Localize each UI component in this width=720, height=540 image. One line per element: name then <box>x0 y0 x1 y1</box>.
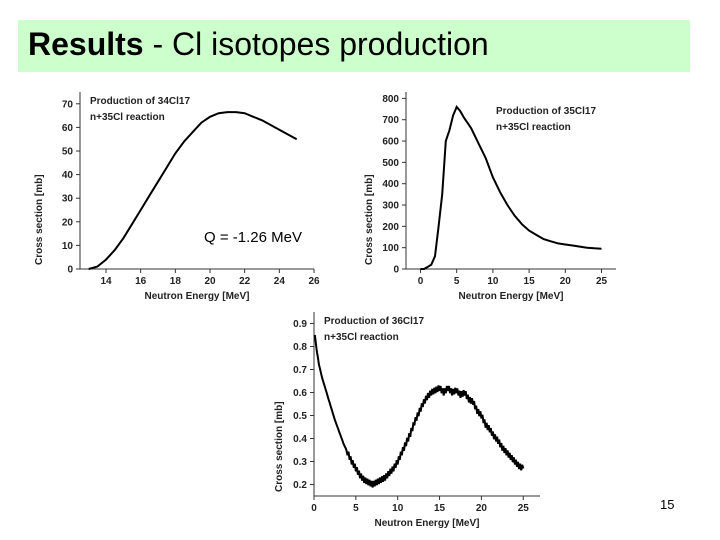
y-tick-label: 800 <box>382 94 399 105</box>
series-line <box>313 334 525 488</box>
page-number: 15 <box>660 497 675 512</box>
x-tick-label: 22 <box>239 276 251 287</box>
slide-title: Results - Cl isotopes production <box>28 26 489 63</box>
x-tick-label: 0 <box>418 276 424 287</box>
x-tick-label: 18 <box>170 276 182 287</box>
y-tick-label: 0.2 <box>293 480 307 491</box>
x-tick-label: 26 <box>308 276 320 287</box>
y-tick-label: 0.6 <box>293 388 307 399</box>
title-background <box>18 20 690 72</box>
legend-line-2: n+35Cl reaction <box>324 332 399 343</box>
x-tick-label: 14 <box>100 276 112 287</box>
x-tick-label: 20 <box>560 276 572 287</box>
x-tick-label: 5 <box>454 276 460 287</box>
y-tick-label: 0.9 <box>293 319 307 330</box>
y-axis-label: Cross section [mb] <box>274 401 285 492</box>
legend-line-1: Production of 35Cl17 <box>496 106 596 117</box>
x-axis-label: Neutron Energy [MeV] <box>374 518 479 529</box>
x-tick-label: 24 <box>274 276 286 287</box>
y-tick-label: 0.3 <box>293 457 307 468</box>
y-axis-label: Cross section [mb] <box>364 174 375 265</box>
legend-line-2: n+35Cl reaction <box>90 112 165 123</box>
y-tick-label: 700 <box>382 115 399 126</box>
x-axis-label: Neutron Energy [MeV] <box>458 291 563 302</box>
y-tick-label: 400 <box>382 179 399 190</box>
legend-line-2: n+35Cl reaction <box>496 122 571 133</box>
x-tick-label: 20 <box>476 503 488 514</box>
x-tick-label: 10 <box>392 503 404 514</box>
x-axis-label: Neutron Energy [MeV] <box>144 291 249 302</box>
x-tick-label: 10 <box>487 276 499 287</box>
chart-svg: 0 10 20 30 40 50 60 70 14 16 18 20 22 24 26 Neutron Ene… <box>34 92 320 302</box>
title-rest: - Cl isotopes production <box>143 26 489 62</box>
y-tick-label: 100 <box>382 243 399 254</box>
chart-cl34: 0 10 20 30 40 50 60 70 14 16 18 20 22 24 26 Neutron Ene… <box>30 88 330 303</box>
chart-cl36: 0.2 0.3 0.4 0.5 0.6 0.7 0.8 0.9 0 5 10 15 20 25 Neutro… <box>270 308 548 530</box>
series-line <box>420 104 602 270</box>
x-tick-label: 15 <box>434 503 446 514</box>
x-tick-label: 20 <box>204 276 216 287</box>
y-tick-label: 10 <box>62 241 74 252</box>
y-tick-label: 0.7 <box>293 365 307 376</box>
y-tick-label: 60 <box>62 123 74 134</box>
x-tick-label: 0 <box>311 503 317 514</box>
chart-svg: 0.2 0.3 0.4 0.5 0.6 0.7 0.8 0.9 0 5 10 15 20 25 Neutro… <box>274 312 540 529</box>
y-tick-label: 600 <box>382 137 399 148</box>
x-tick-label: 16 <box>135 276 147 287</box>
y-tick-label: 200 <box>382 222 399 233</box>
y-tick-label: 40 <box>62 170 74 181</box>
series-line <box>88 111 298 270</box>
y-tick-label: 300 <box>382 201 399 212</box>
legend-line-1: Production of 34Cl17 <box>90 96 190 107</box>
y-tick-label: 30 <box>62 194 74 205</box>
y-axis-label: Cross section [mb] <box>34 174 45 265</box>
y-tick-label: 20 <box>62 217 74 228</box>
y-tick-label: 0 <box>393 265 399 276</box>
y-tick-label: 0.4 <box>293 434 307 445</box>
chart-cl35: 0 100 200 300 400 500 600 700 800 0 5 10 15 20 25 Neutr… <box>360 88 630 303</box>
title-bold: Results <box>28 26 144 62</box>
y-tick-label: 0 <box>67 265 73 276</box>
y-tick-label: 70 <box>62 99 74 110</box>
y-tick-label: 0.8 <box>293 342 307 353</box>
x-tick-label: 5 <box>353 503 359 514</box>
y-tick-label: 0.5 <box>293 411 307 422</box>
legend-line-1: Production of 36Cl17 <box>324 316 424 327</box>
y-tick-label: 50 <box>62 147 74 158</box>
x-tick-label: 15 <box>524 276 536 287</box>
x-tick-label: 25 <box>596 276 608 287</box>
x-tick-label: 25 <box>518 503 530 514</box>
q-value-label: Q = -1.26 MeV <box>204 229 302 246</box>
chart-svg: 0 100 200 300 400 500 600 700 800 0 5 10 15 20 25 Neutr… <box>364 92 616 302</box>
y-tick-label: 500 <box>382 158 399 169</box>
